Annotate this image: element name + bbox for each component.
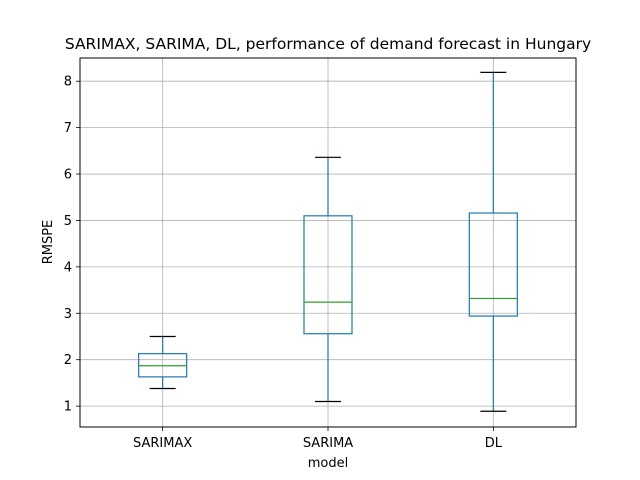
chart-title: SARIMAX, SARIMA, DL, performance of dema… bbox=[65, 35, 591, 53]
x-tick-label: DL bbox=[485, 436, 503, 451]
x-tick-label: SARIMA bbox=[303, 436, 353, 451]
y-tick-label: 5 bbox=[64, 214, 72, 229]
y-tick-label: 8 bbox=[64, 75, 72, 90]
box-sarima bbox=[303, 156, 353, 403]
y-tick-label: 3 bbox=[64, 307, 72, 322]
y-tick-label: 1 bbox=[64, 400, 72, 415]
y-tick-label: 4 bbox=[64, 260, 72, 275]
x-tick-label: SARIMAX bbox=[133, 436, 192, 451]
y-axis-label: RMSPE bbox=[41, 220, 56, 265]
box-sarimax bbox=[138, 335, 188, 390]
iqr-box bbox=[468, 212, 518, 317]
iqr-box bbox=[303, 215, 353, 335]
y-tick-label: 7 bbox=[64, 121, 72, 136]
y-tick-label: 2 bbox=[64, 353, 72, 368]
boxes bbox=[138, 71, 518, 412]
y-tick-label: 6 bbox=[64, 168, 72, 183]
box-dl bbox=[468, 71, 518, 412]
ticks: 1 2 3 4 5 6 7 8 SARIMAX SARIMA DL bbox=[64, 75, 503, 451]
x-axis-label: model bbox=[308, 456, 348, 471]
